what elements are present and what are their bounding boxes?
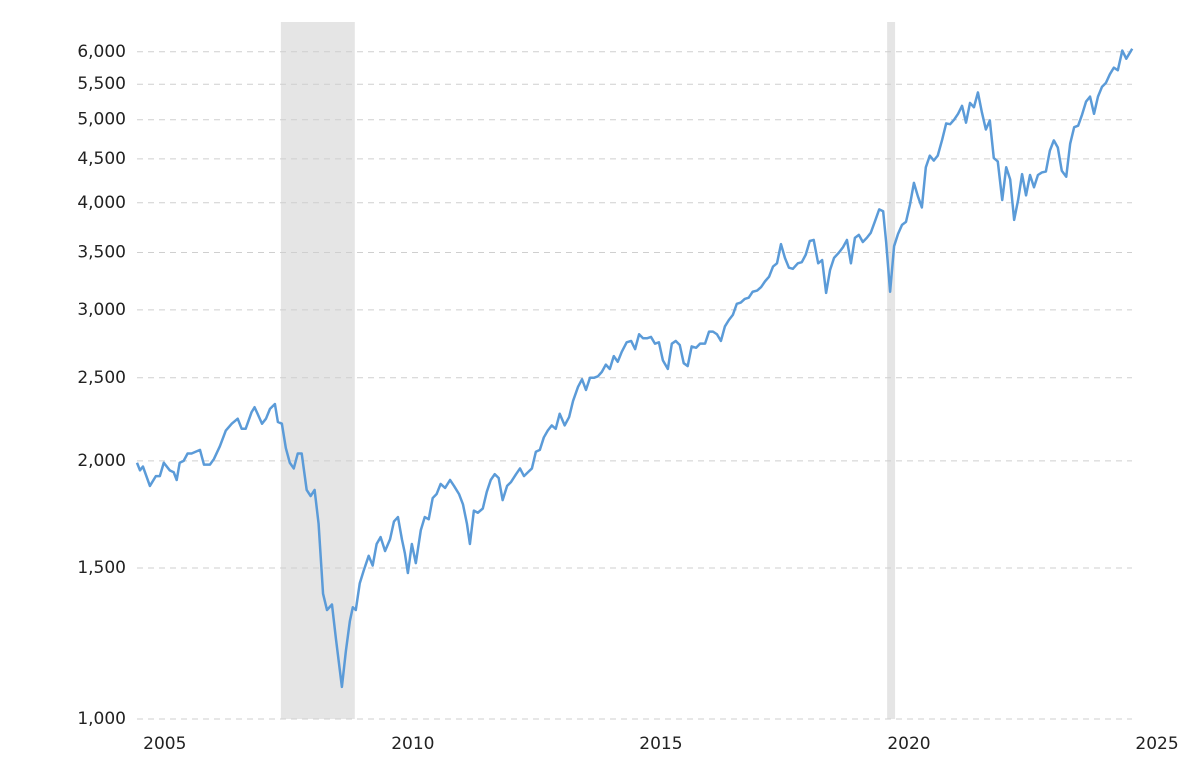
- data-line: [135, 48, 1134, 689]
- y-tick-label: 3,500: [77, 243, 126, 263]
- y-tick-label: 3,000: [77, 300, 126, 320]
- x-tick-label: 2010: [391, 734, 434, 754]
- y-tick-label: 5,500: [77, 74, 126, 94]
- y-tick-label: 6,000: [77, 42, 126, 62]
- x-tick-label: 2005: [143, 734, 186, 754]
- x-tick-label: 2025: [1135, 734, 1178, 754]
- y-tick-label: 1,000: [77, 709, 126, 729]
- x-tick-label: 2020: [887, 734, 930, 754]
- shaded-period: [280, 22, 355, 719]
- y-tick-label: 1,500: [77, 558, 126, 578]
- y-tick-label: 5,000: [77, 110, 126, 130]
- x-tick-label: 2015: [639, 734, 682, 754]
- y-tick-label: 4,500: [77, 149, 126, 169]
- y-tick-label: 4,000: [77, 193, 126, 213]
- y-tick-label: 2,000: [77, 451, 126, 471]
- y-tick-label: 2,500: [77, 368, 126, 388]
- shaded-period: [887, 22, 896, 719]
